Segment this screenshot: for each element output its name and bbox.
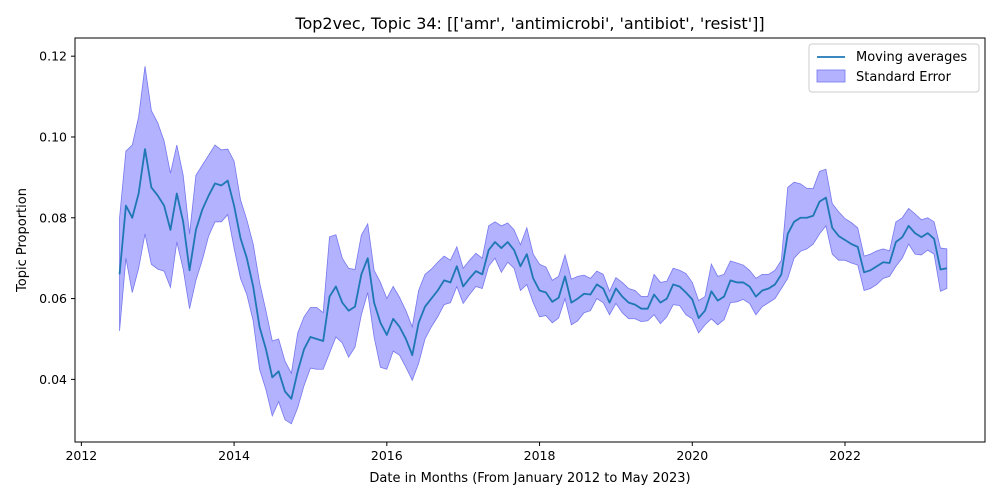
legend-band-swatch xyxy=(816,69,846,83)
y-tick-label: 0.06 xyxy=(39,291,67,306)
legend-label-moving-averages: Moving averages xyxy=(856,50,967,65)
x-tick-label: 2018 xyxy=(524,448,556,463)
legend-frame xyxy=(808,43,980,93)
x-tick-label: 2022 xyxy=(829,448,861,463)
x-tick-label: 2016 xyxy=(371,448,403,463)
plot-frame xyxy=(74,37,986,443)
y-tick-label: 0.08 xyxy=(39,210,67,225)
legend: Moving averages Standard Error xyxy=(808,43,980,93)
y-axis-title: Topic Proportion xyxy=(15,188,30,293)
x-tick-label: 2020 xyxy=(676,448,708,463)
band-layer xyxy=(119,66,948,425)
x-tick-label: 2012 xyxy=(65,448,97,463)
y-tick-label: 0.10 xyxy=(39,129,67,144)
y-tick-label: 0.12 xyxy=(39,49,67,64)
x-axis-title: Date in Months (From January 2012 to May… xyxy=(369,471,690,486)
chart-title: Top2vec, Topic 34: [['amr', 'antimicrobi… xyxy=(294,14,764,33)
y-axis: 0.04 0.06 0.08 0.10 0.12 xyxy=(39,49,75,387)
moving-averages-line xyxy=(118,148,947,400)
x-tick-label: 2014 xyxy=(218,448,250,463)
line-layer xyxy=(118,148,947,400)
y-tick-label: 0.04 xyxy=(39,372,67,387)
x-axis: 2012 2014 2016 2018 2020 2022 xyxy=(65,442,861,463)
standard-error-band xyxy=(119,66,948,425)
legend-label-standard-error: Standard Error xyxy=(856,70,952,85)
